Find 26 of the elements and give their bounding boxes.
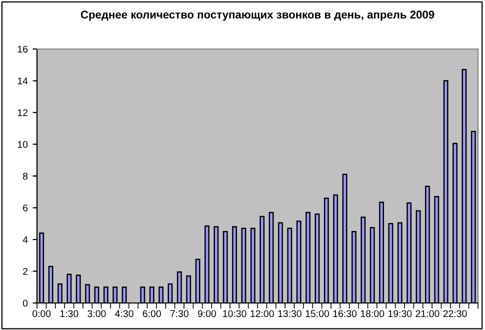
y-tick-label: 16 — [18, 46, 28, 53]
x-tick-label: 15:00 — [306, 310, 330, 318]
y-tick-label: 2 — [23, 268, 28, 275]
x-tick-label: 12:00 — [250, 310, 274, 318]
x-tick-label: 22:30 — [443, 310, 467, 318]
x-tick-label: 7:30 — [170, 310, 188, 318]
x-tick-label: 13:30 — [278, 310, 302, 318]
y-tick-label: 0 — [22, 300, 28, 307]
x-tick-label: 0:00 — [32, 310, 51, 318]
y-tick-label: 8 — [22, 172, 28, 180]
y-tick-label: 12 — [18, 109, 28, 116]
x-tick-label: 3:00 — [88, 310, 106, 318]
y-tick-label: 10 — [18, 140, 28, 148]
y-tick-label: 6 — [23, 204, 28, 212]
chart-title: Среднее количество поступающих звонков в день, апрель 2009 — [80, 10, 434, 21]
x-tick-label: 9:00 — [198, 310, 216, 318]
x-tick-label: 16:30 — [333, 310, 357, 318]
x-tick-label: 6:00 — [142, 310, 161, 318]
x-tick-label: 10:30 — [223, 310, 246, 318]
y-tick-label: 14 — [18, 78, 28, 84]
y-tick-label: 4 — [22, 236, 28, 244]
x-tick-label: 1:30 — [60, 310, 78, 318]
x-tick-label: 19:30 — [388, 310, 412, 318]
x-tick-label: 4:30 — [115, 310, 134, 318]
x-tick-label: 21:00 — [416, 310, 440, 318]
x-tick-label: 18:00 — [360, 310, 384, 318]
